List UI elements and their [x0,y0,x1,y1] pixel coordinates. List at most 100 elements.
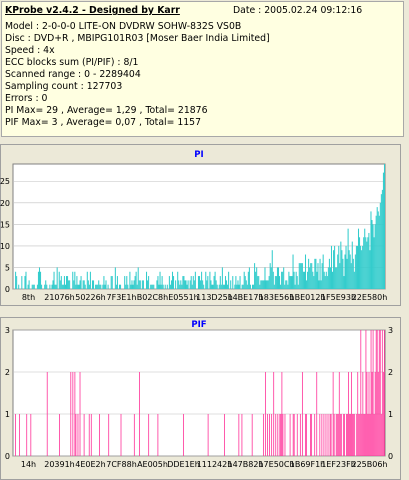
x-tick-label: 14BE17h [228,293,264,302]
data-bar [277,414,279,456]
data-bar [339,263,341,289]
data-bar [251,284,254,289]
data-bar [148,276,150,289]
data-bar [183,276,185,289]
data-bar [319,258,321,289]
data-bar [187,280,189,289]
data-bar [242,284,244,289]
data-bar [194,271,196,289]
data-bar [73,280,75,289]
data-bar [238,414,240,456]
data-bar [67,276,69,289]
data-bar [61,284,63,289]
data-bar [286,280,288,289]
data-bar [180,280,182,289]
data-bar [287,284,289,289]
data-bar [359,414,361,456]
data-bar [224,414,225,456]
data-bar [64,284,66,289]
data-bar [132,284,134,289]
x-tick-label: 20391h [44,460,75,469]
data-bar [338,245,340,289]
x-tick-label: AE005h [137,460,168,469]
data-bar [118,284,121,289]
pif-chart: PIF 0 0 1 1 2 2 3 3 14h 20391h 4E0E2h 7CF88h AE005h DD… [0,317,409,480]
x-tick-label: 183E56h [259,293,295,302]
data-bar [276,267,278,289]
data-bar [79,280,81,289]
data-bar [136,284,138,289]
data-bar [93,280,95,289]
data-bar [280,284,282,289]
data-bar [183,414,184,456]
data-bar [181,284,183,289]
data-bar [261,280,263,289]
data-bar [305,414,306,456]
data-bar [72,271,74,289]
data-bar [156,280,158,289]
data-bar [370,211,372,289]
data-bar [292,254,294,289]
data-bar [62,284,64,289]
data-bar [75,414,77,456]
data-bar [223,284,225,289]
data-bar [283,267,285,289]
data-bar [16,276,18,289]
data-bar [351,241,353,289]
series-marks [15,330,385,456]
data-bar [361,414,363,456]
data-bar [131,280,133,289]
data-bar [215,280,217,289]
data-bar [360,245,362,289]
x-tick-label: 14h [21,460,36,469]
data-bar [166,284,168,289]
data-bar [336,267,338,289]
data-bar [137,267,139,289]
data-bar [18,284,20,289]
data-bar [98,280,100,289]
info-header: KProbe v2.4.2 - Designed by Karr Date : … [5,5,401,17]
data-bar [281,372,283,456]
data-bar [316,271,318,289]
data-bar [367,237,369,289]
data-bar [209,271,211,289]
data-bar [258,276,260,289]
data-bar [190,276,192,289]
data-bar [280,414,282,456]
data-bar [373,237,375,289]
data-bar [297,284,299,289]
data-bar [358,414,360,456]
data-bar [381,189,383,289]
data-bar [378,330,380,456]
data-bar [368,372,370,456]
data-bar [65,276,68,289]
data-bar [227,284,229,289]
data-bar [15,271,17,289]
data-bar [335,267,337,289]
data-bar [379,330,381,456]
data-bar [130,284,132,289]
data-bar [275,414,277,456]
data-bar [116,276,118,289]
data-bar [152,284,154,289]
data-bar [241,414,243,456]
data-bar [294,284,296,289]
data-bar [146,271,148,289]
data-bar [49,284,51,289]
data-bar [218,284,220,289]
data-bar [207,276,209,289]
data-bar [86,271,88,289]
data-bar [51,284,53,289]
data-bar [341,250,343,289]
data-bar [80,276,82,289]
data-bar [104,284,106,289]
app-title: KProbe v2.4.2 - Designed by Karr [5,5,180,16]
data-bar [158,284,160,289]
data-bar [206,280,208,289]
pif-summary-line: PIF Max= 3 , Average= 0,07 , Total= 1157 [5,117,202,128]
data-bar [226,280,228,289]
data-bar [357,228,360,289]
data-bar [265,280,267,289]
data-bar [379,202,381,289]
data-bar [220,284,222,289]
